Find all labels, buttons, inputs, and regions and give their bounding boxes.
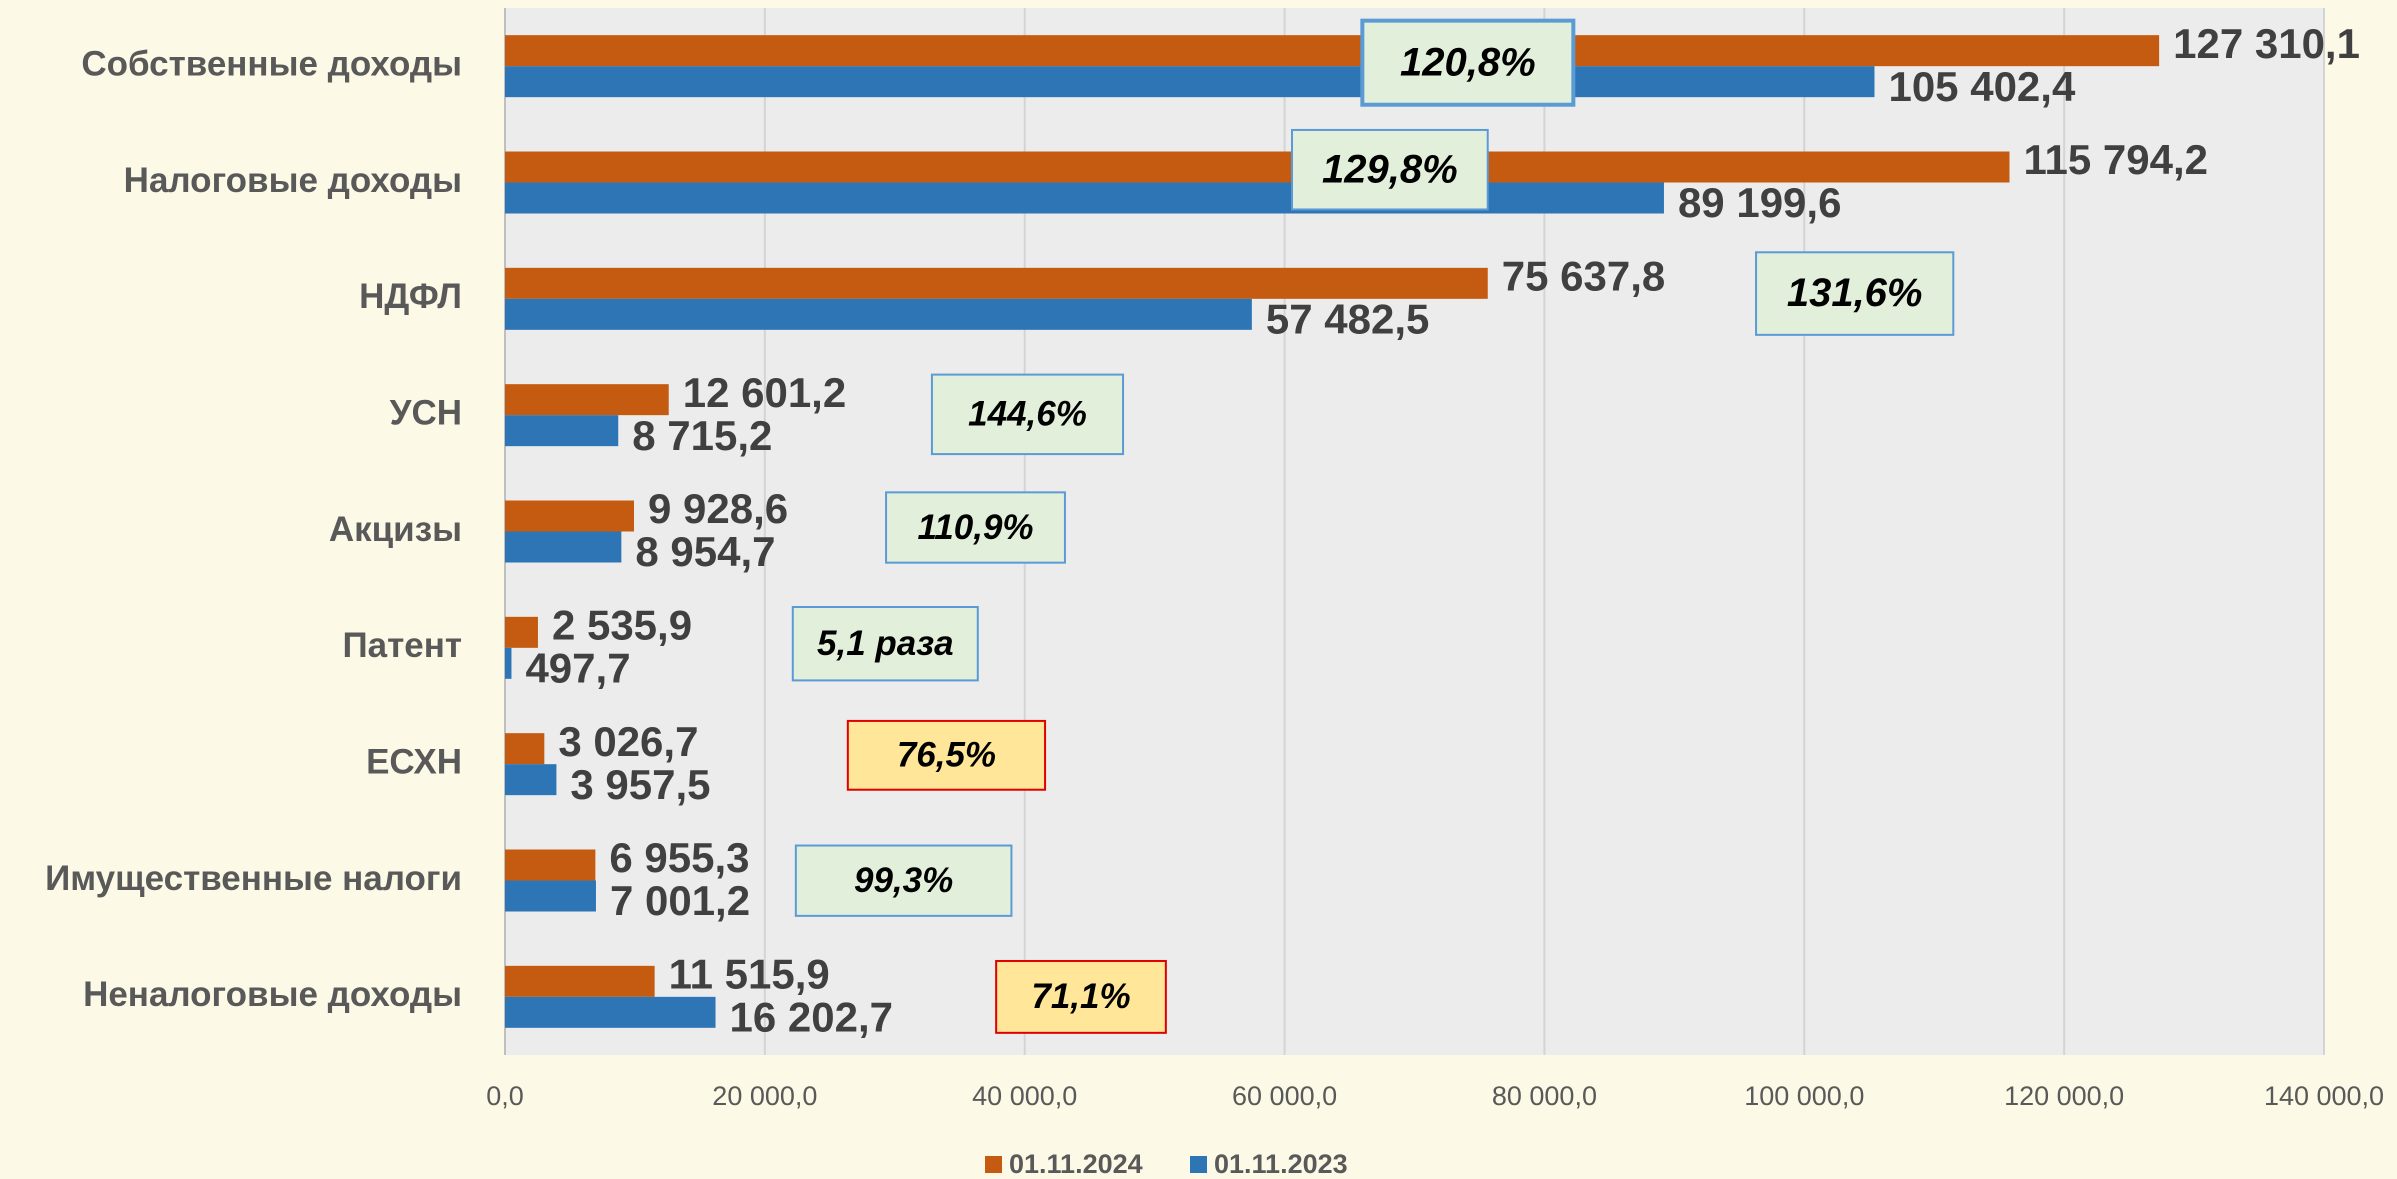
annotation-text: 131,6% bbox=[1787, 271, 1923, 315]
bar bbox=[505, 298, 1252, 330]
annotation-box bbox=[930, 373, 1125, 456]
category-label: УСН bbox=[390, 393, 462, 432]
bar bbox=[505, 733, 545, 765]
legend-swatch bbox=[985, 1156, 1002, 1173]
data-label: 9 928,6 bbox=[648, 485, 788, 532]
data-label: 16 202,7 bbox=[730, 993, 894, 1040]
data-label: 3 957,5 bbox=[570, 761, 710, 808]
data-label: 11 515,9 bbox=[669, 950, 830, 997]
annotation-box bbox=[794, 844, 1013, 917]
annotation-box bbox=[1755, 251, 1955, 336]
category-label: Неналоговые доходы bbox=[83, 975, 462, 1014]
data-label: 12 601,2 bbox=[683, 369, 847, 416]
annotation-box bbox=[1360, 18, 1576, 107]
data-label: 8 715,2 bbox=[632, 412, 772, 459]
x-tick-label: 20 000,0 bbox=[712, 1081, 817, 1111]
annotation-box bbox=[846, 719, 1047, 791]
annotation-text: 5,1 раза bbox=[817, 624, 954, 663]
data-label: 497,7 bbox=[525, 644, 630, 691]
data-label: 57 482,5 bbox=[1266, 295, 1430, 342]
data-label: 3 026,7 bbox=[558, 718, 698, 765]
annotation-text: 129,8% bbox=[1322, 147, 1458, 191]
bar bbox=[505, 880, 596, 912]
bar bbox=[505, 849, 596, 881]
annotation-box bbox=[1291, 128, 1489, 211]
annotation-text: 110,9% bbox=[917, 508, 1033, 547]
category-label: НДФЛ bbox=[359, 277, 462, 316]
bar bbox=[505, 182, 1664, 214]
legend-label: 01.11.2023 bbox=[1214, 1149, 1348, 1179]
data-label: 8 954,7 bbox=[635, 528, 775, 575]
data-label: 105 402,4 bbox=[1888, 63, 2075, 110]
bar bbox=[505, 996, 716, 1028]
annotation-box bbox=[885, 491, 1066, 564]
bar bbox=[505, 415, 619, 447]
x-tick-label: 40 000,0 bbox=[972, 1081, 1077, 1111]
category-label: Налоговые доходы bbox=[124, 161, 462, 200]
bar bbox=[505, 965, 655, 997]
bar bbox=[505, 35, 2160, 67]
annotation-text: 71,1% bbox=[1031, 977, 1130, 1016]
bar bbox=[505, 500, 635, 532]
bar bbox=[505, 647, 512, 679]
x-tick-label: 80 000,0 bbox=[1492, 1081, 1597, 1111]
data-label: 127 310,1 bbox=[2173, 20, 2360, 67]
category-label: Акцизы bbox=[329, 510, 462, 549]
data-label: 7 001,2 bbox=[610, 877, 750, 924]
bar bbox=[505, 384, 669, 416]
annotation-text: 76,5% bbox=[897, 736, 996, 775]
x-tick-label: 0,0 bbox=[486, 1081, 524, 1111]
bar bbox=[505, 151, 2010, 183]
annotation-box bbox=[791, 606, 979, 682]
category-label: Собственные доходы bbox=[81, 44, 462, 83]
bar bbox=[505, 531, 622, 563]
x-tick-label: 60 000,0 bbox=[1232, 1081, 1337, 1111]
bar bbox=[505, 267, 1488, 299]
data-label: 6 955,3 bbox=[609, 834, 749, 881]
annotation-box bbox=[995, 959, 1167, 1034]
x-tick-label: 120 000,0 bbox=[2004, 1081, 2124, 1111]
category-label: Имущественные налоги bbox=[45, 859, 462, 898]
annotation-text: 144,6% bbox=[968, 395, 1087, 434]
data-label: 75 637,8 bbox=[1502, 252, 1666, 299]
category-label: ЕСХН bbox=[366, 742, 462, 781]
legend-swatch bbox=[1190, 1156, 1207, 1173]
data-label: 115 794,2 bbox=[2023, 136, 2208, 183]
bar bbox=[505, 616, 538, 648]
annotation-text: 99,3% bbox=[854, 861, 953, 900]
x-tick-label: 100 000,0 bbox=[1744, 1081, 1864, 1111]
bar bbox=[505, 764, 557, 796]
category-label: Патент bbox=[342, 626, 462, 665]
bar bbox=[505, 66, 1875, 98]
annotation-text: 120,8% bbox=[1400, 40, 1536, 84]
x-tick-label: 140 000,0 bbox=[2264, 1081, 2384, 1111]
data-label: 89 199,6 bbox=[1678, 179, 1842, 226]
data-label: 2 535,9 bbox=[552, 601, 692, 648]
legend-label: 01.11.2024 bbox=[1009, 1149, 1143, 1179]
